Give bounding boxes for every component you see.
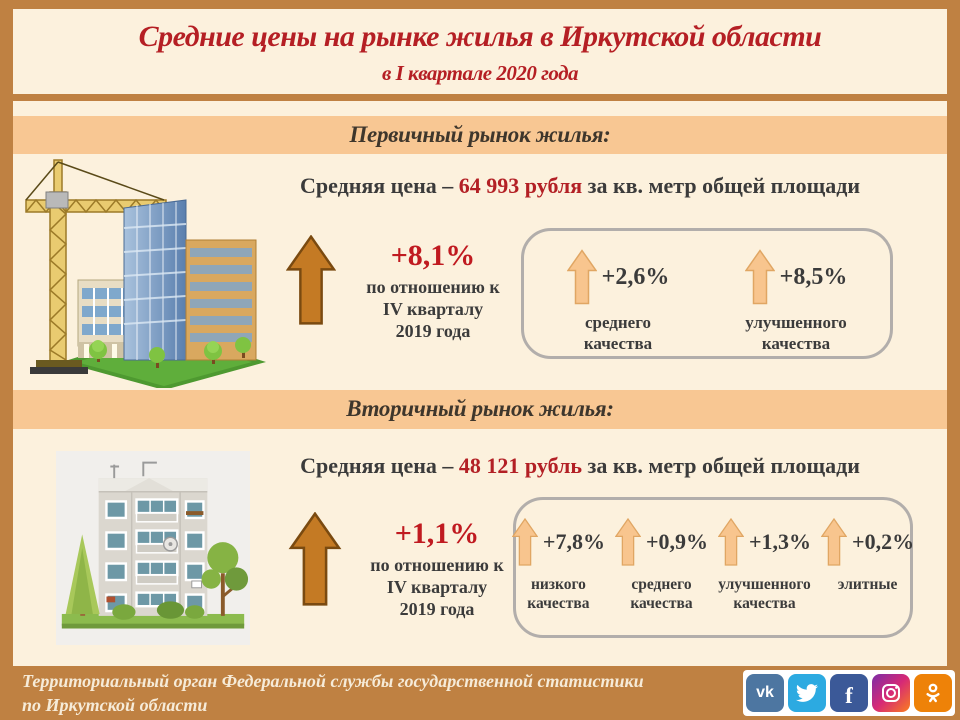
secondary-market-header: Вторичный рынок жилья: [13, 390, 947, 429]
quality-item-medium: +0,9% среднего качества [614, 516, 708, 613]
up-arrow-icon [718, 516, 744, 568]
primary-price-value: 64 993 рубля [458, 173, 583, 198]
secondary-average-price: Средняя цена – 48 121 рубль за кв. метр … [218, 453, 942, 479]
primary-market-header: Первичный рынок жилья: [13, 116, 947, 154]
primary-change-block: +8,1% по отношению к IV кварталу 2019 го… [347, 239, 519, 342]
title-block: Средние цены на рынке жилья в Иркутской … [13, 9, 947, 94]
instagram-icon[interactable] [872, 674, 910, 712]
up-arrow-icon [614, 516, 641, 568]
vk-icon[interactable]: vk [746, 674, 784, 712]
quality-item-medium: +2,6% среднего качества [558, 249, 678, 354]
secondary-market-header-label: Вторичный рынок жилья: [346, 396, 614, 421]
note-line: по отношению к [366, 277, 500, 297]
secondary-price-suffix: за кв. метр общей площади [582, 453, 860, 478]
organization-line-2: по Иркутской области [22, 695, 208, 715]
secondary-up-arrow-icon [287, 511, 343, 606]
quality-change-value: +0,9% [645, 529, 708, 554]
odnoklassniki-icon[interactable] [914, 674, 952, 712]
secondary-change-value: +1,1% [394, 517, 480, 550]
primary-price-prefix: Средняя цена – [299, 173, 459, 198]
note-line: IV кварталу [382, 299, 484, 319]
quality-label: улучшенного качества [745, 313, 847, 353]
quality-label: среднего качества [583, 313, 653, 353]
up-arrow-icon [511, 516, 538, 568]
primary-change-value: +8,1% [390, 239, 476, 272]
primary-average-price: Средняя цена – 64 993 рубля за кв. метр … [218, 173, 942, 199]
social-links-panel: vk f [743, 670, 955, 716]
quality-change-value: +1,3% [749, 529, 812, 554]
up-arrow-icon [744, 249, 775, 305]
panel-apartment-building-icon [56, 451, 250, 645]
quality-change-value: +7,8% [542, 529, 605, 554]
primary-price-suffix: за кв. метр общей площади [582, 173, 861, 198]
primary-change-note: по отношению к IV кварталу 2019 года [347, 276, 519, 342]
quality-change-value: +0,2% [852, 529, 915, 554]
primary-up-arrow-icon [285, 234, 337, 325]
quality-label: среднего качества [630, 576, 693, 612]
secondary-price-value: 48 121 рубль [458, 453, 583, 478]
quality-label: улучшенного качества [718, 576, 811, 612]
construction-crane-buildings-illustration [16, 148, 268, 390]
page-title: Средние цены на рынке жилья в Иркутской … [138, 20, 822, 53]
construction-site-icon [25, 159, 266, 390]
facebook-icon[interactable]: f [830, 674, 868, 712]
up-arrow-icon [566, 249, 597, 305]
quality-item-improved: +1,3% улучшенного качества [718, 516, 811, 613]
note-line: 2019 года [395, 321, 471, 341]
organization-line-1: Территориальный орган Федеральной службы… [22, 671, 644, 691]
quality-label: элитные [837, 576, 898, 593]
note-line: 2019 года [399, 599, 475, 619]
note-line: IV кварталу [386, 577, 488, 597]
quality-change-value: +8,5% [779, 263, 848, 290]
secondary-price-prefix: Средняя цена – [300, 453, 459, 478]
quality-change-value: +2,6% [601, 263, 670, 290]
secondary-quality-breakdown-box: +7,8% низкого качества +0,9% среднего ка… [511, 497, 914, 638]
primary-market-header-label: Первичный рынок жилья: [349, 122, 611, 147]
page-subtitle: в I квартале 2020 года [382, 61, 579, 85]
apartment-building-illustration [55, 451, 251, 645]
content-panel: Первичный рынок жилья: [13, 101, 947, 666]
primary-quality-breakdown-box: +2,6% среднего качества +8,5% улучшенног… [521, 228, 893, 359]
up-arrow-icon [821, 516, 848, 568]
organization-name: Территориальный орган Федеральной службы… [22, 669, 644, 717]
twitter-icon[interactable] [788, 674, 826, 712]
quality-label: низкого качества [527, 576, 590, 612]
secondary-change-block: +1,1% по отношению к IV кварталу 2019 го… [353, 517, 521, 620]
footer: Территориальный орган Федеральной службы… [0, 666, 960, 720]
secondary-change-note: по отношению к IV кварталу 2019 года [353, 554, 521, 620]
quality-item-low: +7,8% низкого качества [511, 516, 605, 613]
note-line: по отношению к [370, 555, 504, 575]
quality-item-improved: +8,5% улучшенного качества [736, 249, 856, 354]
quality-item-elite: +0,2% элитные [821, 516, 914, 594]
